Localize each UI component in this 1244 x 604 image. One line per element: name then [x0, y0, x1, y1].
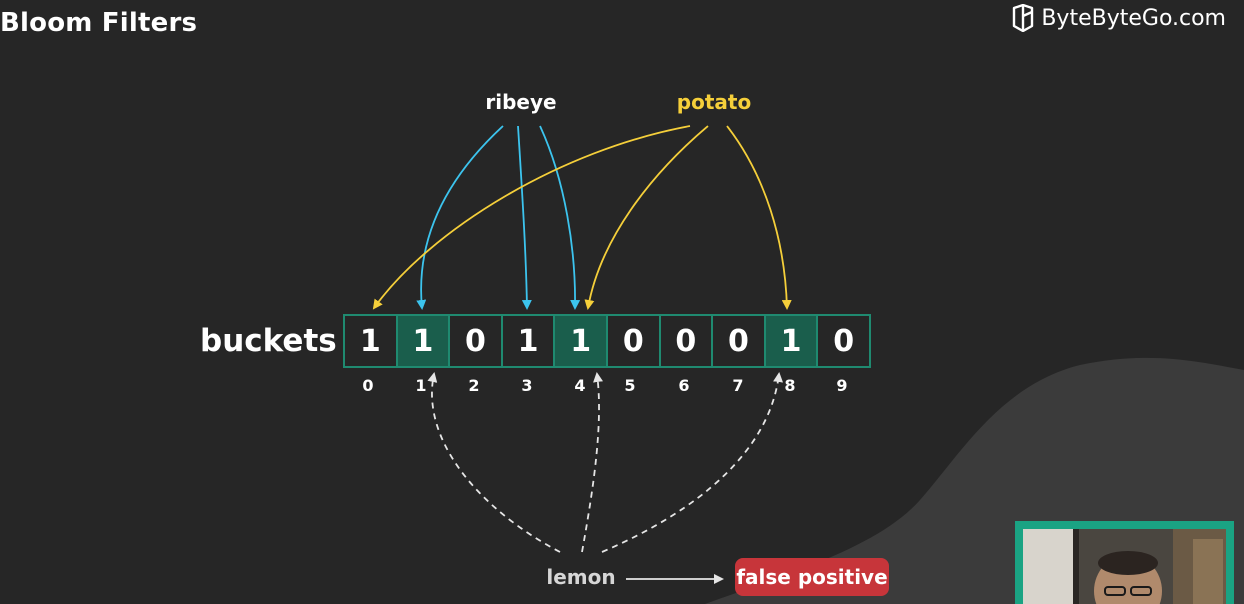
bucket-1: 1: [397, 316, 451, 366]
brand-logo: ByteByteGo.com: [1011, 4, 1226, 32]
word-potato: potato: [676, 90, 752, 114]
potato-to-bucket-8-arrow: [726, 125, 792, 310]
ribeye-to-bucket-3-arrow: [517, 125, 532, 310]
word-ribeye: ribeye: [485, 90, 557, 114]
bucket-index-5: 5: [624, 376, 636, 395]
bytebytego-logo-icon: [1013, 4, 1034, 32]
bucket-index-4: 4: [574, 376, 586, 395]
potato-to-bucket-0-arrow: [372, 125, 691, 310]
bucket-index-9: 9: [836, 376, 848, 395]
bucket-index-7: 7: [732, 376, 744, 395]
lemon-to-bucket-4-arrow: [581, 372, 603, 553]
bucket-index-6: 6: [678, 376, 690, 395]
lemon-to-bucket-1-arrow: [427, 372, 561, 553]
bucket-2: 0: [450, 316, 503, 366]
buckets-label: buckets: [200, 323, 337, 359]
presenter-webcam: [1015, 521, 1234, 604]
word-lemon: lemon: [546, 565, 616, 589]
slide-title: Bloom Filters: [0, 8, 198, 38]
lemon-to-bucket-8-arrow: [601, 372, 784, 553]
bucket-index-3: 3: [521, 376, 533, 395]
bucket-7: 0: [713, 316, 766, 366]
bucket-array: 1 1 0 1 1 0 0 0 1 0: [343, 314, 871, 368]
false-positive-badge: false positive: [735, 558, 889, 596]
brand-name: ByteByteGo.com: [1041, 5, 1226, 31]
ribeye-to-bucket-4-arrow: [539, 125, 581, 310]
bucket-index-8: 8: [784, 376, 796, 395]
bucket-9: 0: [818, 316, 869, 366]
bucket-6: 0: [660, 316, 714, 366]
bucket-index-2: 2: [468, 376, 480, 395]
presenter-video-frame: [1023, 529, 1226, 604]
ribeye-to-bucket-1-arrow: [416, 125, 504, 310]
bucket-4: 1: [555, 316, 608, 366]
bucket-0: 1: [345, 316, 398, 366]
bucket-index-1: 1: [415, 376, 427, 395]
bucket-5: 0: [607, 316, 661, 366]
bucket-3: 1: [502, 316, 556, 366]
bucket-8: 1: [765, 316, 819, 366]
bucket-index-0: 0: [362, 376, 374, 395]
potato-to-bucket-4-arrow: [584, 125, 709, 310]
